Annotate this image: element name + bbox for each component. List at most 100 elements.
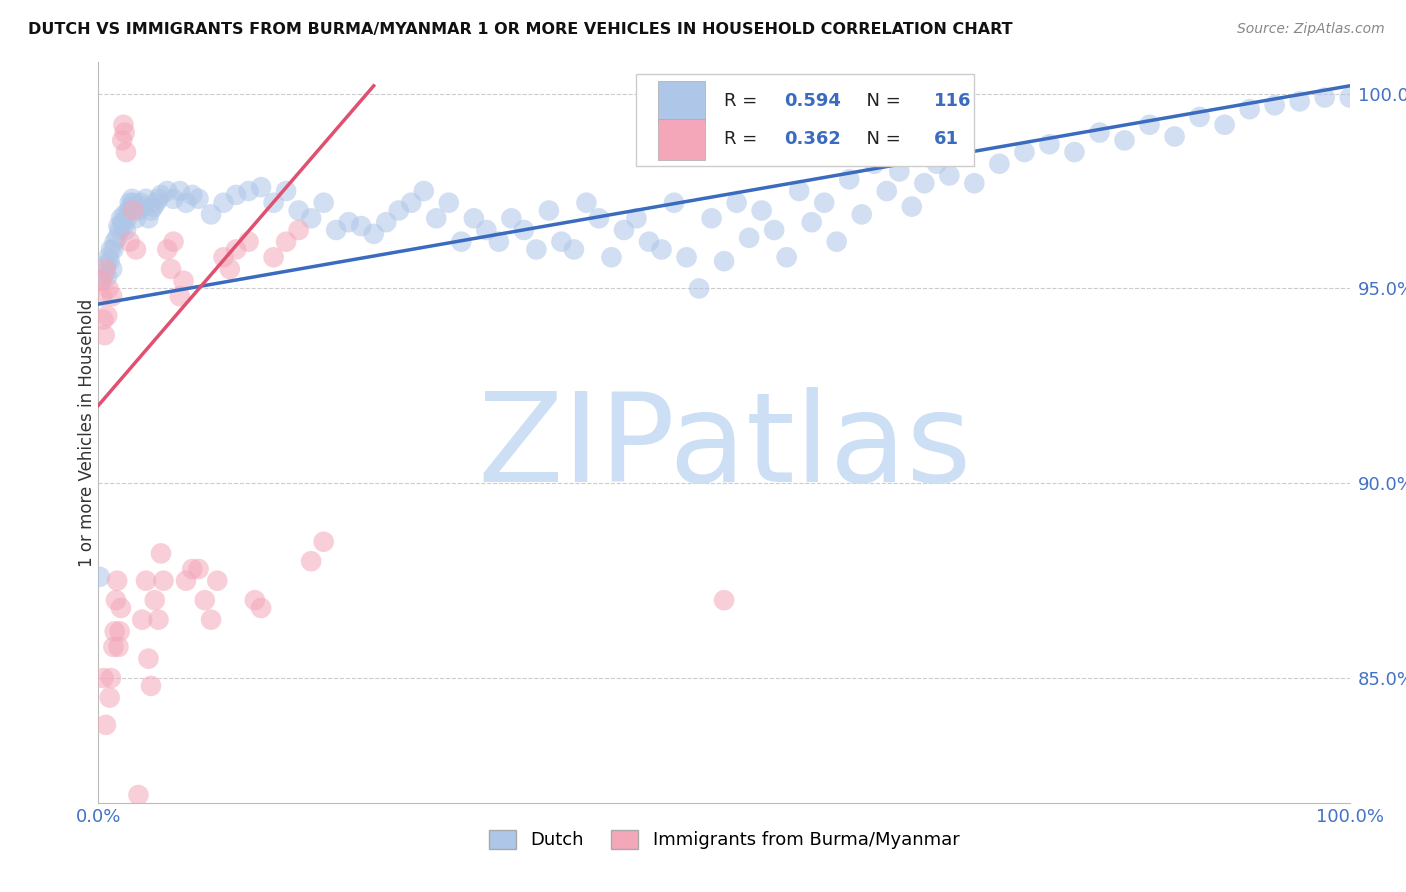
Point xyxy=(148,613,170,627)
Point xyxy=(139,203,162,218)
Point xyxy=(104,235,127,249)
Point xyxy=(274,235,298,249)
Text: N =: N = xyxy=(855,130,907,148)
Text: 116: 116 xyxy=(935,92,972,110)
Point xyxy=(108,624,131,639)
Point xyxy=(98,254,121,268)
Point xyxy=(97,250,120,264)
Point xyxy=(889,164,911,178)
Point xyxy=(174,574,197,588)
Point xyxy=(562,243,585,257)
Point xyxy=(156,243,179,257)
Point xyxy=(156,184,179,198)
Point xyxy=(463,211,485,226)
Point xyxy=(107,640,129,654)
Point xyxy=(112,219,135,233)
Point xyxy=(950,149,973,163)
Point xyxy=(1188,110,1211,124)
Point xyxy=(181,188,204,202)
Point xyxy=(94,718,117,732)
Point xyxy=(537,203,560,218)
Point xyxy=(588,211,610,226)
Point xyxy=(800,215,823,229)
Point xyxy=(148,192,170,206)
Text: DUTCH VS IMMIGRANTS FROM BURMA/MYANMAR 1 OR MORE VEHICLES IN HOUSEHOLD CORRELATI: DUTCH VS IMMIGRANTS FROM BURMA/MYANMAR 1… xyxy=(28,22,1012,37)
Point xyxy=(524,243,547,257)
Point xyxy=(125,243,148,257)
Point xyxy=(90,274,112,288)
Point xyxy=(863,157,886,171)
Point xyxy=(488,235,510,249)
Text: 0.594: 0.594 xyxy=(785,92,841,110)
Point xyxy=(475,223,498,237)
Point xyxy=(851,207,873,221)
Point xyxy=(838,172,860,186)
Point xyxy=(94,258,117,272)
Point xyxy=(776,250,799,264)
Point xyxy=(713,593,735,607)
Point xyxy=(93,328,115,343)
Point xyxy=(132,200,155,214)
Point xyxy=(225,243,247,257)
Point xyxy=(925,157,948,171)
Point xyxy=(127,788,149,802)
Point xyxy=(129,195,152,210)
Point xyxy=(1213,118,1236,132)
Point xyxy=(1163,129,1185,144)
Point xyxy=(337,215,360,229)
Point xyxy=(162,192,184,206)
Point xyxy=(96,309,118,323)
Point xyxy=(187,562,209,576)
Y-axis label: 1 or more Vehicles in Household: 1 or more Vehicles in Household xyxy=(79,299,96,566)
Point xyxy=(412,184,434,198)
Point xyxy=(713,254,735,268)
Point xyxy=(89,570,111,584)
Point xyxy=(118,235,141,249)
Point xyxy=(501,211,523,226)
Point xyxy=(388,203,411,218)
Point xyxy=(138,651,160,665)
Point xyxy=(139,679,162,693)
Point xyxy=(675,250,697,264)
Point xyxy=(700,211,723,226)
FancyBboxPatch shape xyxy=(658,119,706,160)
Point xyxy=(98,690,121,705)
Point xyxy=(725,195,748,210)
Point xyxy=(100,243,122,257)
Point xyxy=(813,195,835,210)
Point xyxy=(122,195,145,210)
Point xyxy=(450,235,472,249)
Point xyxy=(103,243,125,257)
Point xyxy=(600,250,623,264)
Point xyxy=(207,574,229,588)
Point xyxy=(312,534,335,549)
Point xyxy=(103,640,125,654)
Point xyxy=(93,312,115,326)
Point xyxy=(212,195,235,210)
Point xyxy=(312,195,335,210)
Point xyxy=(150,546,173,560)
Point xyxy=(115,145,138,159)
Point xyxy=(613,223,636,237)
Point xyxy=(114,207,136,221)
Text: N =: N = xyxy=(855,92,907,110)
Point xyxy=(425,211,447,226)
Point xyxy=(115,211,138,226)
Point xyxy=(105,574,128,588)
Point xyxy=(912,176,935,190)
Point xyxy=(250,601,273,615)
Point xyxy=(212,250,235,264)
Point xyxy=(91,274,114,288)
Point xyxy=(513,223,536,237)
Point xyxy=(662,195,685,210)
Point xyxy=(1313,90,1336,104)
Point xyxy=(181,562,204,576)
Point xyxy=(117,203,139,218)
Point xyxy=(1288,95,1310,109)
Point xyxy=(200,207,222,221)
Legend: Dutch, Immigrants from Burma/Myanmar: Dutch, Immigrants from Burma/Myanmar xyxy=(482,823,966,856)
Point xyxy=(114,126,136,140)
Point xyxy=(825,235,848,249)
FancyBboxPatch shape xyxy=(637,73,974,166)
Point xyxy=(121,192,143,206)
